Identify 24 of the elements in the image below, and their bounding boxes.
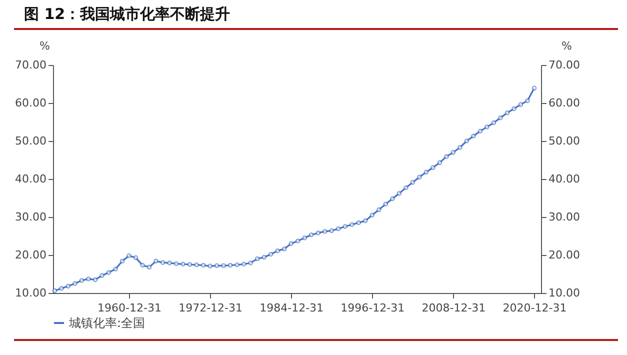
y-tick-label: 30.00 [15, 210, 46, 224]
x-tick-label: 2020-12-31 [502, 302, 567, 314]
chart-title: 图 12：我国城市化率不断提升 [24, 5, 230, 24]
y-tick-label: 10.00 [15, 286, 46, 300]
y2-tick-label: 60.00 [548, 96, 580, 110]
x-tick-label: 1972-12-31 [178, 302, 243, 314]
y-tick-label: 60.00 [15, 96, 46, 110]
legend-label: 城镇化率:全国 [68, 316, 146, 330]
y2-tick-label: 70.00 [548, 58, 580, 72]
y-tick-label: 20.00 [15, 248, 46, 262]
y-tick-label: 50.00 [15, 134, 46, 148]
y2-tick-label: 40.00 [548, 172, 580, 186]
y-axis-title: % [40, 40, 50, 52]
x-tick-label: 1996-12-31 [340, 302, 405, 314]
x-tick-label: 2008-12-31 [422, 302, 486, 314]
y-tick-label: 70.00 [15, 58, 46, 72]
y2-tick-label: 30.00 [548, 210, 580, 224]
y-tick-label: 40.00 [15, 172, 46, 186]
y2-tick-label: 10.00 [548, 286, 580, 300]
y2-tick-label: 50.00 [548, 134, 580, 148]
y2-axis-title: % [562, 40, 572, 52]
x-tick-label: 1960-12-31 [98, 302, 162, 314]
x-tick-label: 1984-12-31 [260, 302, 324, 314]
y2-tick-label: 20.00 [548, 248, 580, 262]
